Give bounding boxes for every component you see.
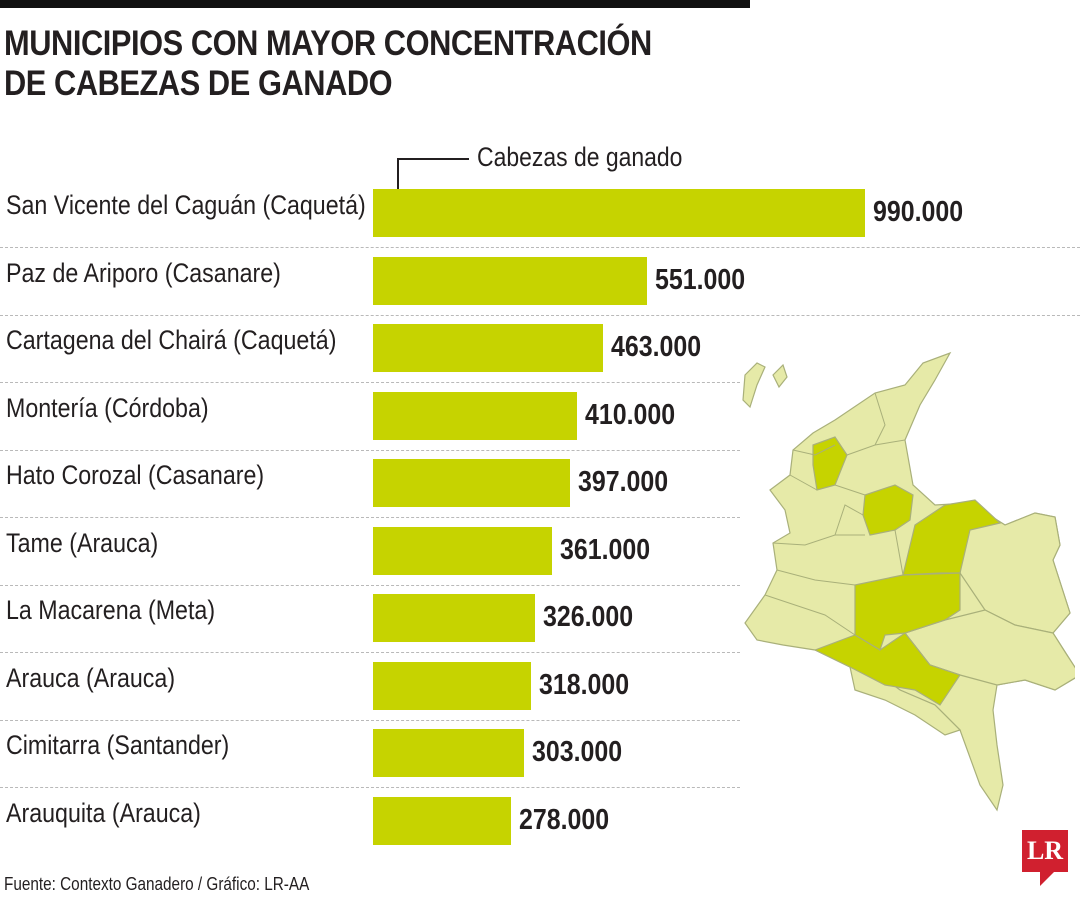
bar <box>373 391 577 440</box>
bar <box>373 256 647 305</box>
bar-row: Cartagena del Chairá (Caquetá) 463.000 <box>0 317 1080 385</box>
title-line-2: DE CABEZAS DE GANADO <box>4 64 393 103</box>
value-label: 410.000 <box>584 398 675 431</box>
value-label: 551.000 <box>654 263 745 296</box>
bar <box>373 526 553 575</box>
bar-row: San Vicente del Caguán (Caquetá) 990.000 <box>0 182 1080 250</box>
lr-logo-tail <box>1040 872 1054 886</box>
title-line-1: MUNICIPIOS CON MAYOR CONCENTRACIÓN <box>4 24 652 63</box>
row-divider <box>0 719 740 721</box>
value-label: 990.000 <box>873 196 964 228</box>
bar-row: La Macarena (Meta) 326.000 <box>0 587 1080 655</box>
map-region-santander <box>862 484 914 536</box>
row-divider <box>0 787 740 788</box>
category-label: San Vicente del Caguán (Caquetá) <box>6 190 366 220</box>
bar-row: Arauquita (Arauca) 278.000 <box>0 790 1080 858</box>
value-label: 463.000 <box>611 331 702 363</box>
row-divider <box>0 247 1080 248</box>
legend-leader-vertical <box>397 158 399 204</box>
bar <box>373 459 571 507</box>
row-divider <box>0 652 740 653</box>
map-region-east <box>959 502 1071 634</box>
row-divider <box>0 382 740 383</box>
row-divider <box>0 517 740 518</box>
category-label: Paz de Ariporo (Casanare) <box>6 257 281 288</box>
value-label: 303.000 <box>531 736 622 768</box>
row-divider <box>0 584 740 586</box>
bar <box>373 324 604 372</box>
value-label: 278.000 <box>519 803 610 836</box>
row-divider <box>0 449 740 451</box>
top-rule <box>0 0 750 8</box>
value-label: 326.000 <box>543 601 634 633</box>
bar <box>373 796 512 845</box>
legend-label: Cabezas de ganado <box>477 142 683 172</box>
bar <box>373 189 865 237</box>
bar-row: Arauca (Arauca) 318.000 <box>0 655 1080 723</box>
map-island-providencia <box>772 363 788 389</box>
category-label: Arauca (Arauca) <box>6 662 176 693</box>
bar <box>373 729 524 777</box>
bar-row: Tame (Arauca) 361.000 <box>0 520 1080 588</box>
value-label: 318.000 <box>539 668 630 701</box>
map-region-caqueta <box>813 632 961 706</box>
source-note: Fuente: Contexto Ganadero / Gráfico: LR-… <box>4 874 310 894</box>
category-label: La Macarena (Meta) <box>6 595 216 625</box>
category-label: Cimitarra (Santander) <box>6 730 230 760</box>
category-label: Tame (Arauca) <box>6 527 159 558</box>
value-label: 361.000 <box>560 533 651 566</box>
bar-row: Montería (Córdoba) 410.000 <box>0 385 1080 453</box>
bar-row: Cimitarra (Santander) 303.000 <box>0 722 1080 790</box>
bar <box>373 594 535 642</box>
chart-title: MUNICIPIOS CON MAYOR CONCENTRACIÓN DE CA… <box>4 24 673 104</box>
row-divider <box>0 314 1080 316</box>
category-label: Cartagena del Chairá (Caquetá) <box>6 325 337 355</box>
bar-row: Paz de Ariporo (Casanare) 551.000 <box>0 250 1080 318</box>
category-label: Arauquita (Arauca) <box>6 797 201 828</box>
map-island-san-andres <box>742 362 766 409</box>
bar <box>373 661 532 710</box>
category-label: Montería (Córdoba) <box>6 392 209 423</box>
legend-leader-horizontal <box>397 158 469 160</box>
value-label: 397.000 <box>578 466 669 498</box>
bar-row: Hato Corozal (Casanare) 397.000 <box>0 452 1080 520</box>
category-label: Hato Corozal (Casanare) <box>6 460 265 490</box>
colombia-map <box>742 351 1075 812</box>
lr-logo: LR <box>1022 830 1068 872</box>
